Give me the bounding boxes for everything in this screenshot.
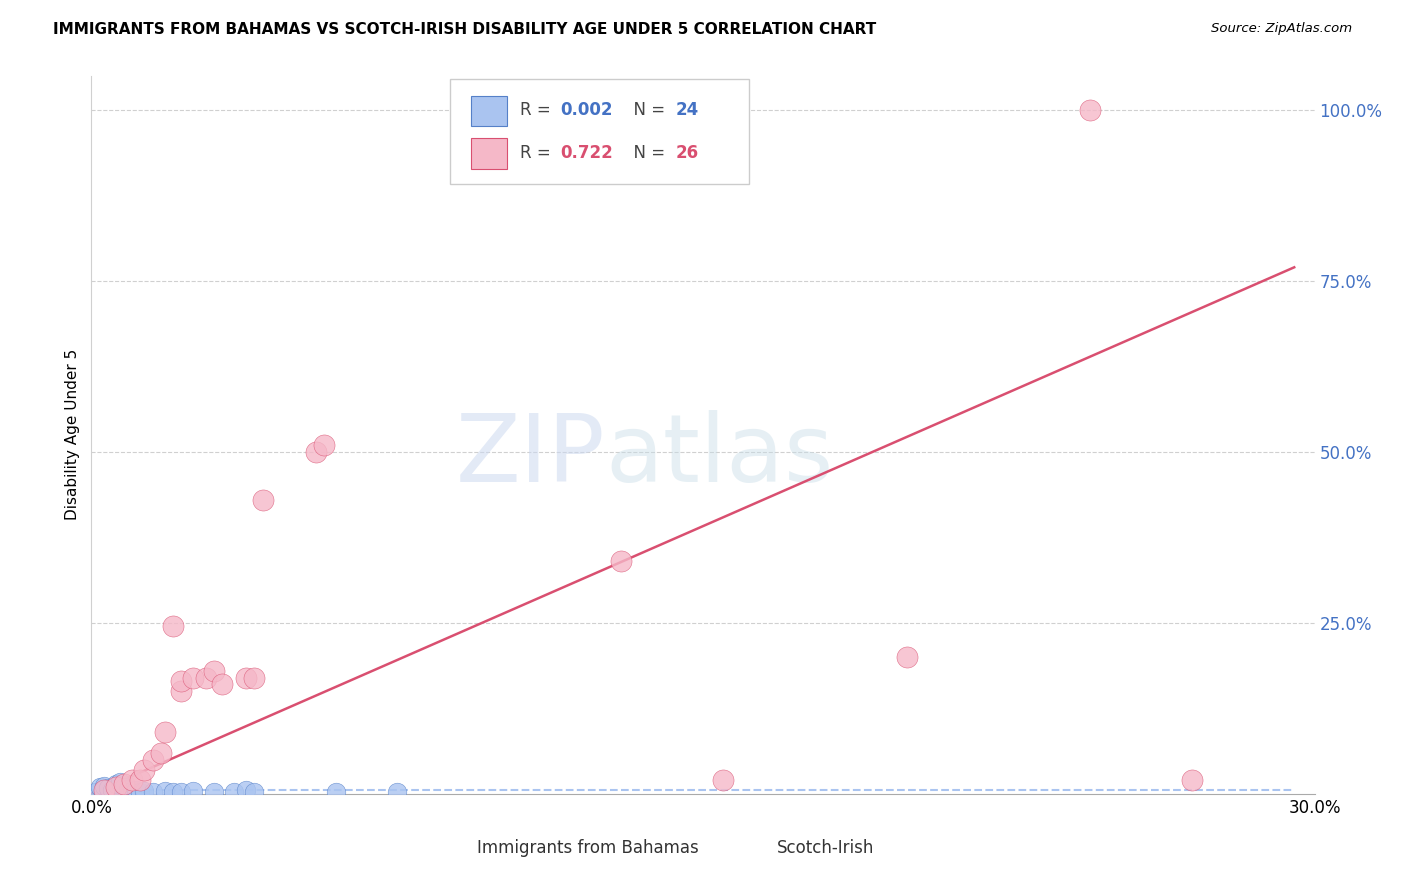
Point — [134, 763, 156, 777]
Bar — [440, 836, 467, 859]
Text: Source: ZipAtlas.com: Source: ZipAtlas.com — [1212, 22, 1353, 36]
Point — [896, 650, 918, 665]
FancyBboxPatch shape — [450, 79, 749, 184]
Bar — [471, 138, 508, 169]
Point — [104, 776, 127, 791]
Point — [235, 783, 257, 797]
Text: R =: R = — [520, 144, 555, 161]
Point — [385, 785, 409, 799]
Point — [153, 725, 176, 739]
Text: 0.722: 0.722 — [560, 144, 613, 161]
Point — [222, 785, 246, 799]
Point — [129, 785, 152, 799]
Point — [93, 783, 115, 797]
Point — [162, 619, 184, 633]
Text: IMMIGRANTS FROM BAHAMAS VS SCOTCH-IRISH DISABILITY AGE UNDER 5 CORRELATION CHART: IMMIGRANTS FROM BAHAMAS VS SCOTCH-IRISH … — [53, 22, 877, 37]
Point — [101, 783, 124, 797]
Point — [211, 677, 233, 691]
Point — [121, 784, 143, 798]
Text: Immigrants from Bahamas: Immigrants from Bahamas — [477, 838, 699, 856]
Y-axis label: Disability Age Under 5: Disability Age Under 5 — [65, 350, 80, 520]
Point — [202, 664, 225, 678]
Point — [104, 780, 127, 794]
Point — [170, 684, 193, 698]
Point — [243, 671, 266, 685]
Text: 0.002: 0.002 — [560, 101, 613, 120]
Point — [235, 671, 257, 685]
Point — [711, 773, 734, 788]
Point — [252, 492, 274, 507]
Point — [243, 785, 266, 799]
Point — [141, 785, 163, 799]
Point — [89, 780, 111, 794]
Text: 26: 26 — [676, 144, 699, 161]
Text: N =: N = — [623, 101, 671, 120]
Point — [134, 784, 156, 798]
Point — [170, 674, 193, 689]
Point — [141, 753, 163, 767]
Text: N =: N = — [623, 144, 671, 161]
Point — [97, 781, 120, 796]
Point — [149, 746, 172, 760]
Point — [84, 785, 107, 799]
Point — [325, 785, 347, 799]
Point — [121, 773, 143, 788]
Text: atlas: atlas — [605, 410, 834, 502]
Point — [304, 445, 326, 459]
Text: Scotch-Irish: Scotch-Irish — [776, 838, 873, 856]
Point — [153, 784, 176, 798]
Point — [129, 773, 152, 788]
Point — [125, 783, 148, 797]
Point — [183, 671, 205, 685]
Point — [108, 774, 131, 789]
Bar — [471, 95, 508, 126]
Point — [117, 782, 139, 797]
Point — [112, 780, 135, 794]
Point — [1080, 103, 1102, 117]
Point — [112, 776, 135, 791]
Point — [183, 784, 205, 798]
Point — [194, 671, 217, 685]
Point — [162, 785, 184, 799]
Point — [170, 785, 193, 799]
Point — [202, 785, 225, 799]
Bar — [740, 836, 766, 859]
Text: 24: 24 — [676, 101, 699, 120]
Point — [1181, 773, 1204, 788]
Point — [312, 438, 335, 452]
Text: ZIP: ZIP — [456, 410, 605, 502]
Point — [93, 779, 115, 793]
Text: R =: R = — [520, 101, 555, 120]
Point — [610, 554, 633, 568]
